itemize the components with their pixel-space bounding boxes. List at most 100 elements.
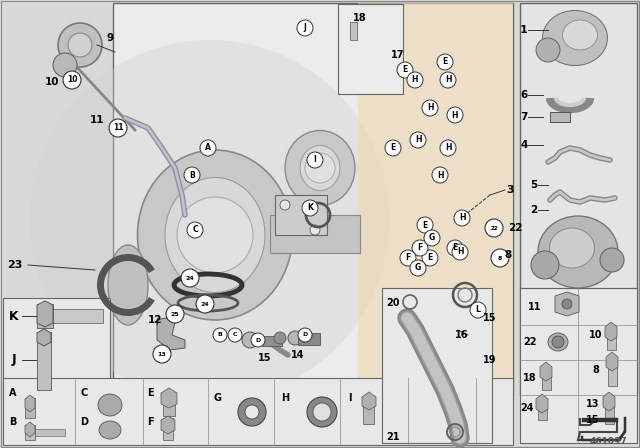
Text: 13: 13: [157, 352, 166, 357]
Polygon shape: [161, 388, 177, 408]
Text: 15: 15: [259, 353, 272, 363]
Text: G: G: [415, 263, 421, 272]
Text: 2: 2: [531, 205, 538, 215]
Text: 10: 10: [589, 330, 603, 340]
Text: H: H: [427, 103, 433, 112]
Circle shape: [536, 38, 560, 62]
Text: 12: 12: [148, 315, 163, 325]
Circle shape: [187, 222, 203, 238]
Circle shape: [58, 23, 102, 67]
Circle shape: [437, 54, 453, 70]
Circle shape: [307, 152, 323, 168]
Bar: [608, 356, 617, 386]
Circle shape: [552, 336, 564, 348]
Text: L: L: [476, 306, 481, 314]
Circle shape: [228, 328, 242, 342]
Text: 14: 14: [291, 350, 305, 360]
Bar: [3, 298, 110, 398]
Circle shape: [153, 345, 171, 363]
Polygon shape: [606, 352, 618, 371]
Bar: [262, 336, 282, 346]
Text: 22: 22: [508, 223, 522, 233]
Text: 22: 22: [524, 337, 537, 347]
Text: 11: 11: [113, 124, 124, 133]
Circle shape: [422, 100, 438, 116]
Circle shape: [385, 140, 401, 156]
Ellipse shape: [285, 130, 355, 206]
Text: 15: 15: [483, 313, 497, 323]
Text: 16: 16: [455, 330, 468, 340]
Text: B: B: [10, 417, 17, 427]
Text: H: H: [415, 135, 421, 145]
Text: 23: 23: [7, 260, 22, 270]
Text: 21: 21: [387, 432, 400, 442]
Text: H: H: [457, 247, 463, 257]
Text: 24: 24: [186, 276, 195, 280]
Text: C: C: [233, 332, 237, 337]
Circle shape: [410, 132, 426, 148]
Circle shape: [242, 332, 258, 348]
Circle shape: [422, 250, 438, 266]
Bar: [520, 3, 637, 395]
Polygon shape: [603, 392, 615, 411]
Text: A: A: [9, 388, 17, 398]
Bar: [25, 425, 35, 440]
Text: 18: 18: [353, 13, 367, 23]
Circle shape: [213, 328, 227, 342]
Circle shape: [297, 20, 313, 36]
Circle shape: [447, 240, 463, 256]
Text: B: B: [189, 171, 195, 180]
Ellipse shape: [98, 394, 122, 416]
Text: 18: 18: [523, 373, 537, 383]
Circle shape: [452, 244, 468, 260]
Polygon shape: [555, 292, 579, 316]
Ellipse shape: [307, 397, 337, 427]
Text: H: H: [445, 76, 451, 85]
Text: C: C: [81, 388, 88, 398]
Text: 13: 13: [586, 399, 600, 409]
Text: 20: 20: [387, 298, 400, 308]
Text: J: J: [12, 353, 16, 366]
Text: 8: 8: [504, 250, 511, 260]
Polygon shape: [25, 422, 35, 437]
Circle shape: [181, 269, 199, 287]
Text: E: E: [390, 143, 396, 152]
Text: E: E: [403, 65, 408, 74]
Bar: [550, 112, 570, 122]
Polygon shape: [37, 329, 51, 346]
Circle shape: [280, 200, 290, 210]
Bar: [275, 195, 327, 235]
Text: 3: 3: [506, 185, 514, 195]
Ellipse shape: [550, 228, 595, 268]
Circle shape: [397, 62, 413, 78]
Circle shape: [562, 299, 572, 309]
Polygon shape: [157, 318, 185, 350]
Text: 7: 7: [520, 112, 528, 122]
Bar: [520, 288, 637, 443]
Circle shape: [410, 260, 426, 276]
Circle shape: [417, 217, 433, 233]
Polygon shape: [362, 392, 376, 410]
Polygon shape: [540, 362, 552, 381]
Bar: [298, 333, 320, 345]
Bar: [37, 332, 51, 390]
Polygon shape: [536, 394, 548, 413]
Ellipse shape: [238, 398, 266, 426]
Circle shape: [424, 230, 440, 246]
Circle shape: [491, 249, 509, 267]
Text: F: F: [405, 254, 411, 263]
Ellipse shape: [548, 333, 568, 351]
Circle shape: [432, 167, 448, 183]
Circle shape: [302, 200, 318, 216]
Circle shape: [470, 302, 486, 318]
Text: H: H: [436, 171, 444, 180]
Ellipse shape: [313, 403, 331, 421]
Text: 8: 8: [593, 365, 600, 375]
Polygon shape: [605, 322, 617, 341]
Text: 6: 6: [520, 90, 527, 100]
Bar: [53, 309, 103, 323]
Text: 24: 24: [200, 302, 209, 306]
Text: 17: 17: [391, 50, 404, 60]
Text: 8: 8: [498, 255, 502, 260]
Ellipse shape: [300, 146, 340, 190]
